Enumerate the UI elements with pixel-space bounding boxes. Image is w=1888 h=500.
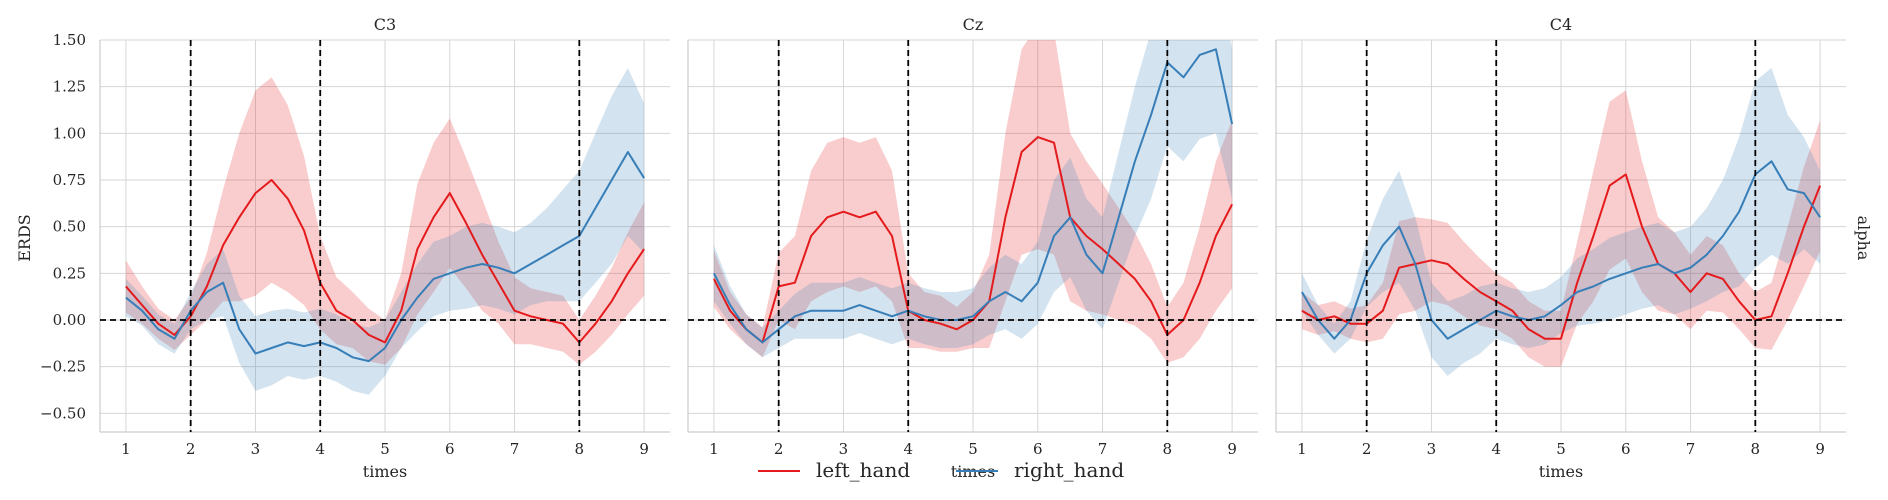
series-line-right_hand bbox=[125, 151, 645, 363]
series-line-right_hand bbox=[713, 48, 1234, 344]
panels-group: 1 2 3 4 5 6 7 8 9 −0.50 −0.25 0.00 0.25 0.50 0.75 1.00 1… bbox=[40, 15, 1846, 481]
panel-title: Cz bbox=[963, 15, 984, 34]
confidence-band-right_hand bbox=[713, 40, 1233, 358]
x-axis-label: times bbox=[1539, 462, 1583, 481]
panel-content bbox=[125, 68, 645, 395]
x-tick-label: 9 bbox=[1815, 440, 1825, 458]
series-line-left_hand bbox=[1301, 173, 1822, 340]
x-tick-label: 6 bbox=[1621, 440, 1631, 458]
confidence-band-left_hand bbox=[1301, 90, 1821, 367]
legend-item-right_hand: right_hand bbox=[956, 458, 1124, 482]
x-tick-label: 7 bbox=[1686, 440, 1696, 458]
x-tick-label: 4 bbox=[1491, 440, 1501, 458]
x-tick-label: 9 bbox=[639, 440, 649, 458]
x-tick-label: 6 bbox=[445, 440, 455, 458]
confidence-band-left_hand bbox=[125, 77, 645, 365]
y-tick-label: 0.00 bbox=[53, 311, 86, 329]
x-axis-label: times bbox=[363, 462, 407, 481]
panel-title: C3 bbox=[374, 15, 396, 34]
y-tick-label: 1.25 bbox=[53, 78, 86, 96]
panel-content bbox=[1301, 68, 1822, 376]
y-tick-label: 0.25 bbox=[53, 264, 86, 282]
x-tick-label: 5 bbox=[968, 440, 978, 458]
legend-label: left_hand bbox=[816, 458, 910, 482]
legend: left_hand right_hand bbox=[758, 458, 1124, 482]
x-tick-label: 5 bbox=[380, 440, 390, 458]
x-tick-label: 4 bbox=[903, 440, 913, 458]
series-line-left_hand bbox=[125, 179, 645, 344]
series-line-right_hand bbox=[1301, 160, 1821, 340]
x-tick-label: 3 bbox=[1427, 440, 1437, 458]
row-label: alpha bbox=[1854, 216, 1873, 261]
confidence-band-right_hand bbox=[125, 68, 645, 395]
y-tick-label: −0.50 bbox=[40, 404, 86, 422]
x-tick-label: 3 bbox=[251, 440, 261, 458]
x-tick-label: 2 bbox=[1362, 440, 1372, 458]
legend-label: right_hand bbox=[1014, 458, 1124, 482]
x-tick-label: 7 bbox=[1098, 440, 1108, 458]
panel-c4: 1 2 3 4 5 6 7 8 9 C4 times bbox=[1275, 15, 1846, 481]
panel-c3: 1 2 3 4 5 6 7 8 9 −0.50 −0.25 0.00 0.25 0.50 0.75 1.00 1… bbox=[40, 15, 670, 481]
y-tick-label: 0.50 bbox=[53, 218, 86, 236]
y-tick-label: 0.75 bbox=[53, 171, 86, 189]
x-tick-label: 1 bbox=[121, 440, 131, 458]
x-tick-label: 1 bbox=[1297, 440, 1307, 458]
x-tick-label: 3 bbox=[839, 440, 849, 458]
y-axis-label: ERDS bbox=[15, 214, 34, 262]
x-tick-label: 5 bbox=[1556, 440, 1566, 458]
confidence-band-left_hand bbox=[713, 40, 1233, 363]
x-tick-label: 8 bbox=[1751, 440, 1761, 458]
x-tick-label: 6 bbox=[1033, 440, 1043, 458]
x-tick-label: 2 bbox=[774, 440, 784, 458]
panel-title: C4 bbox=[1550, 15, 1572, 34]
y-tick-label: −0.25 bbox=[40, 358, 86, 376]
y-tick-label: 1.50 bbox=[53, 31, 86, 49]
y-tick-label: 1.00 bbox=[53, 124, 86, 142]
confidence-band-right_hand bbox=[1301, 68, 1821, 376]
x-tick-label: 8 bbox=[1163, 440, 1173, 458]
x-tick-label: 1 bbox=[709, 440, 719, 458]
x-tick-label: 7 bbox=[510, 440, 520, 458]
legend-item-left_hand: left_hand bbox=[758, 458, 910, 482]
x-tick-label: 9 bbox=[1227, 440, 1237, 458]
x-tick-label: 2 bbox=[186, 440, 196, 458]
x-tick-label: 4 bbox=[315, 440, 325, 458]
x-tick-label: 8 bbox=[575, 440, 585, 458]
